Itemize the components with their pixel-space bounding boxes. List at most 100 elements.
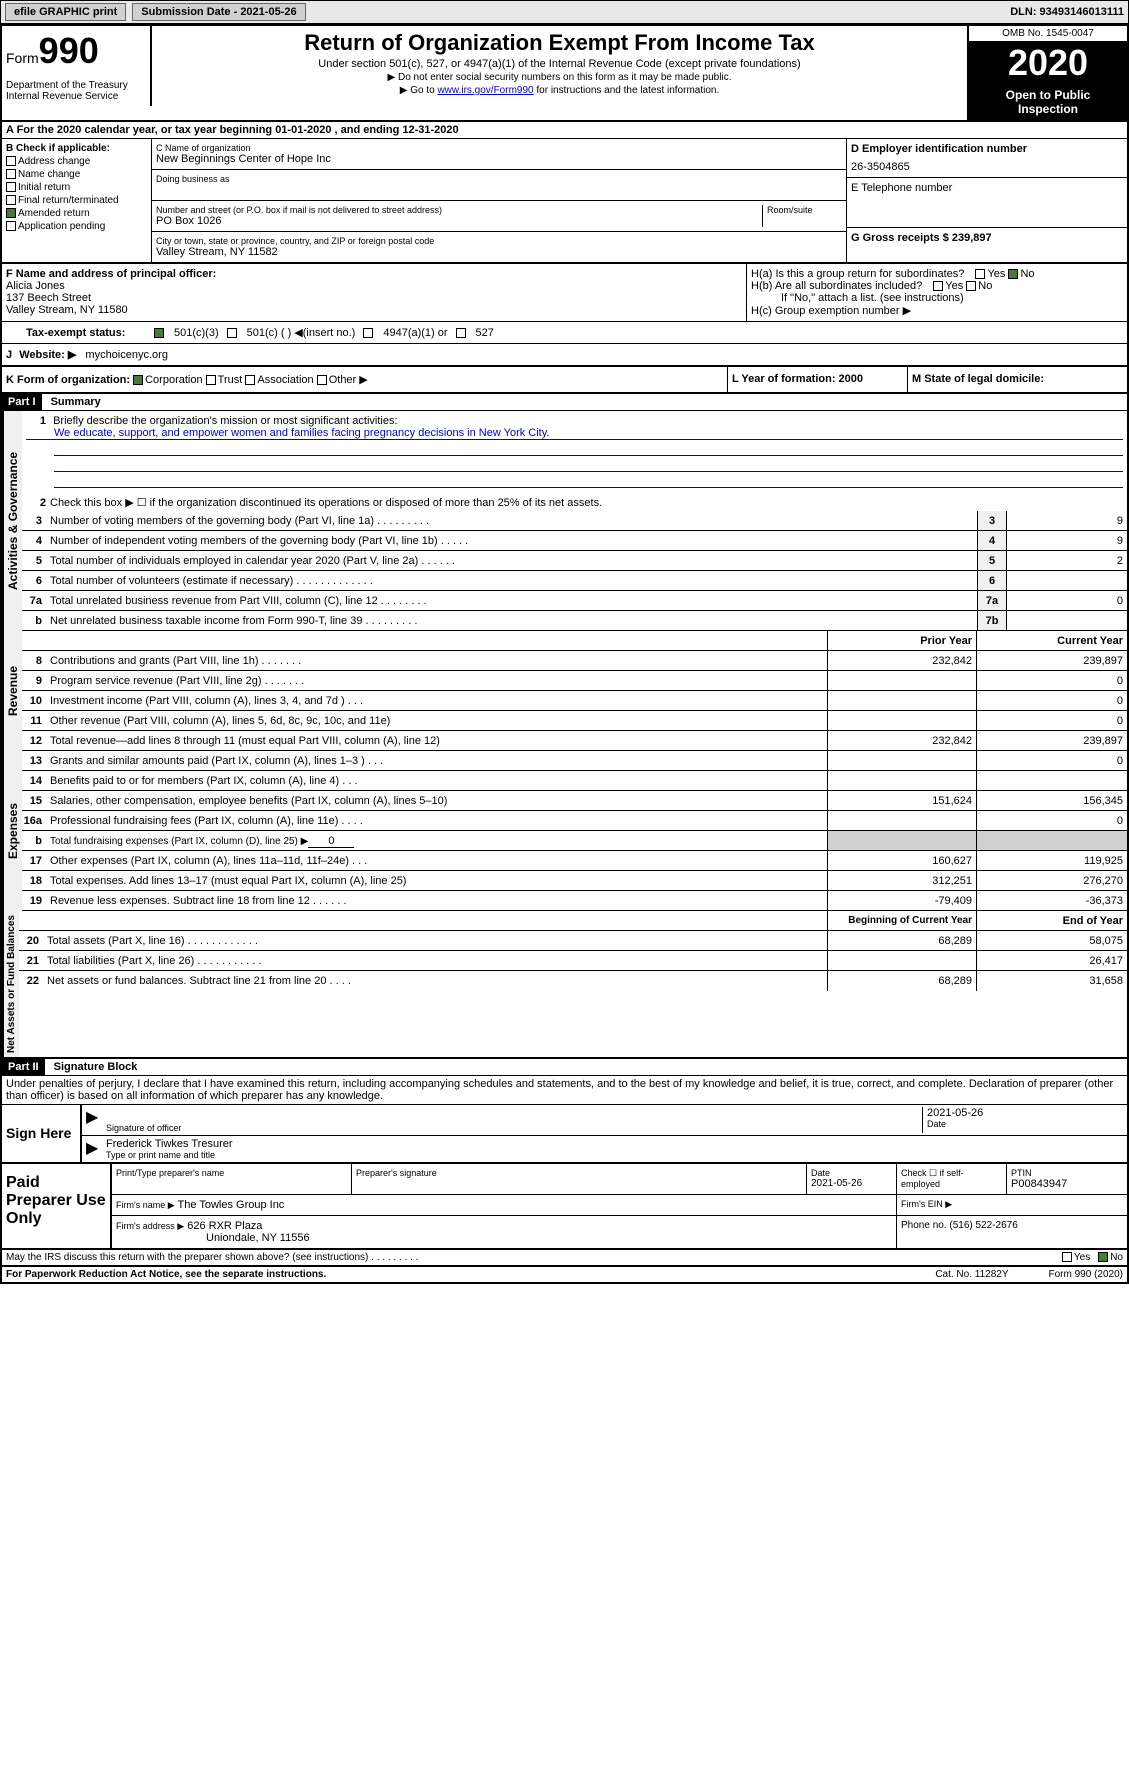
l11-curr: 0 [977, 711, 1127, 730]
col-c-org-info: C Name of organization New Beginnings Ce… [152, 139, 847, 262]
l14-prior [827, 771, 977, 790]
perjury-text: Under penalties of perjury, I declare th… [2, 1076, 1127, 1105]
l13-curr: 0 [977, 751, 1127, 770]
l7b-val [1007, 611, 1127, 630]
l17-prior: 160,627 [827, 851, 977, 870]
check-initial[interactable]: Initial return [6, 182, 147, 193]
officer-box: F Name and address of principal officer:… [2, 264, 747, 321]
line-21: 21Total liabilities (Part X, line 26) . … [19, 951, 1127, 971]
checkbox-checked-icon[interactable] [1098, 1252, 1108, 1262]
checkbox-icon[interactable] [456, 328, 466, 338]
part2-title: Signature Block [48, 1059, 144, 1075]
website-row: J Website: ▶ mychoicenyc.org [2, 344, 1127, 367]
dba-label: Doing business as [156, 174, 842, 184]
line-2: 2Check this box ▶ ☐ if the organization … [22, 494, 1127, 511]
l8-curr: 239,897 [977, 651, 1127, 670]
line-6: 6Total number of volunteers (estimate if… [22, 571, 1127, 591]
l2-text: Check this box ▶ ☐ if the organization d… [50, 497, 602, 509]
line-19: 19Revenue less expenses. Subtract line 1… [22, 891, 1127, 911]
checkbox-icon[interactable] [206, 375, 216, 385]
prep-sig-label: Preparer's signature [356, 1168, 802, 1178]
submission-date-button[interactable]: Submission Date - 2021-05-26 [132, 3, 305, 21]
check-application[interactable]: Application pending [6, 221, 147, 232]
checkbox-icon [6, 182, 16, 192]
l15-curr: 156,345 [977, 791, 1127, 810]
firm-ein-label: Firm's EIN ▶ [897, 1195, 1127, 1215]
checkbox-icon[interactable] [975, 269, 985, 279]
col-right: D Employer identification number 26-3504… [847, 139, 1127, 262]
line-3: 3Number of voting members of the governi… [22, 511, 1127, 531]
part1-badge: Part I [2, 394, 42, 410]
sign-here-section: Sign Here ▶ Signature of officer 2021-05… [2, 1105, 1127, 1164]
checkbox-checked-icon[interactable] [154, 328, 164, 338]
yes-label: Yes [987, 268, 1005, 280]
instruction-link: ▶ Go to www.irs.gov/Form990 for instruct… [156, 85, 963, 96]
check-address[interactable]: Address change [6, 156, 147, 167]
ptin-value: P00843947 [1011, 1178, 1123, 1190]
l16b-val: 0 [308, 835, 354, 848]
footer-row: For Paperwork Reduction Act Notice, see … [2, 1267, 1127, 1282]
l9-prior [827, 671, 977, 690]
l6-text: Total number of volunteers (estimate if … [46, 573, 977, 589]
checkbox-checked-icon[interactable] [133, 375, 143, 385]
hb-row: H(b) Are all subordinates included? Yes … [751, 280, 1123, 292]
paid-label: Paid Preparer Use Only [2, 1164, 112, 1248]
checkbox-icon[interactable] [363, 328, 373, 338]
l3-val: 9 [1007, 511, 1127, 530]
discuss-text: May the IRS discuss this return with the… [6, 1252, 1062, 1263]
self-emp-check[interactable]: Check ☐ if self-employed [897, 1164, 1007, 1194]
l-year: L Year of formation: 2000 [727, 367, 907, 392]
l12-prior: 232,842 [827, 731, 977, 750]
line-11: 11Other revenue (Part VIII, column (A), … [22, 711, 1127, 731]
checkbox-icon[interactable] [966, 281, 976, 291]
form-footer: Form 990 (2020) [1049, 1269, 1123, 1280]
line-13: 13Grants and similar amounts paid (Part … [22, 751, 1127, 771]
revenue-section: Revenue Prior YearCurrent Year 8Contribu… [2, 631, 1127, 751]
check-final[interactable]: Final return/terminated [6, 195, 147, 206]
gross-label: G Gross receipts $ 239,897 [851, 232, 992, 244]
efile-print-button[interactable]: efile GRAPHIC print [5, 3, 126, 21]
l4-text: Number of independent voting members of … [46, 533, 977, 549]
l14-curr [977, 771, 1127, 790]
f-label: F Name and address of principal officer: [6, 268, 742, 280]
l18-curr: 276,270 [977, 871, 1127, 890]
ha-label: H(a) Is this a group return for subordin… [751, 268, 964, 280]
line-10: 10Investment income (Part VIII, column (… [22, 691, 1127, 711]
l12-text: Total revenue—add lines 8 through 11 (mu… [46, 733, 827, 749]
line-4: 4Number of independent voting members of… [22, 531, 1127, 551]
address-box: Number and street (or P.O. box if mail i… [152, 201, 847, 232]
checkbox-icon[interactable] [933, 281, 943, 291]
dept-label: Department of the Treasury Internal Reve… [2, 76, 152, 106]
checkbox-checked-icon[interactable] [1008, 269, 1018, 279]
checkbox-icon[interactable] [245, 375, 255, 385]
exp-content: 13Grants and similar amounts paid (Part … [22, 751, 1127, 911]
l19-text: Revenue less expenses. Subtract line 18 … [46, 893, 827, 909]
print-label: Print/Type preparer's name [116, 1168, 347, 1178]
name-label: Type or print name and title [106, 1150, 1123, 1160]
sign-content: ▶ Signature of officer 2021-05-26 Date ▶… [82, 1105, 1127, 1162]
line-7b: bNet unrelated business taxable income f… [22, 611, 1127, 631]
line-7a: 7aTotal unrelated business revenue from … [22, 591, 1127, 611]
paid-grid: Print/Type preparer's name Preparer's si… [112, 1164, 1127, 1248]
firm-addr2: Uniondale, NY 11556 [116, 1232, 892, 1244]
trust-label: Trust [218, 374, 243, 386]
prep-date-label: Date [811, 1168, 892, 1178]
check-name[interactable]: Name change [6, 169, 147, 180]
prep-date: 2021-05-26 [811, 1178, 892, 1189]
sig-officer-line: ▶ Signature of officer 2021-05-26 Date [82, 1105, 1127, 1136]
line-5: 5Total number of individuals employed in… [22, 551, 1127, 571]
check-amended[interactable]: Amended return [6, 208, 147, 219]
checkbox-icon[interactable] [1062, 1252, 1072, 1262]
irs-link[interactable]: www.irs.gov/Form990 [437, 85, 533, 96]
checkbox-icon[interactable] [227, 328, 237, 338]
paid-row-2: Firm's name ▶ The Towles Group Inc Firm'… [112, 1195, 1127, 1216]
part1-header-row: Part I Summary [2, 394, 1127, 411]
hb-label: H(b) Are all subordinates included? [751, 280, 922, 292]
line-22: 22Net assets or fund balances. Subtract … [19, 971, 1127, 991]
rev-content: Prior YearCurrent Year 8Contributions an… [22, 631, 1127, 751]
line-9: 9Program service revenue (Part VIII, lin… [22, 671, 1127, 691]
city-label: City or town, state or province, country… [156, 236, 842, 246]
checkbox-icon[interactable] [317, 375, 327, 385]
website-value: mychoicenyc.org [85, 349, 168, 361]
checkbox-icon [6, 221, 16, 231]
